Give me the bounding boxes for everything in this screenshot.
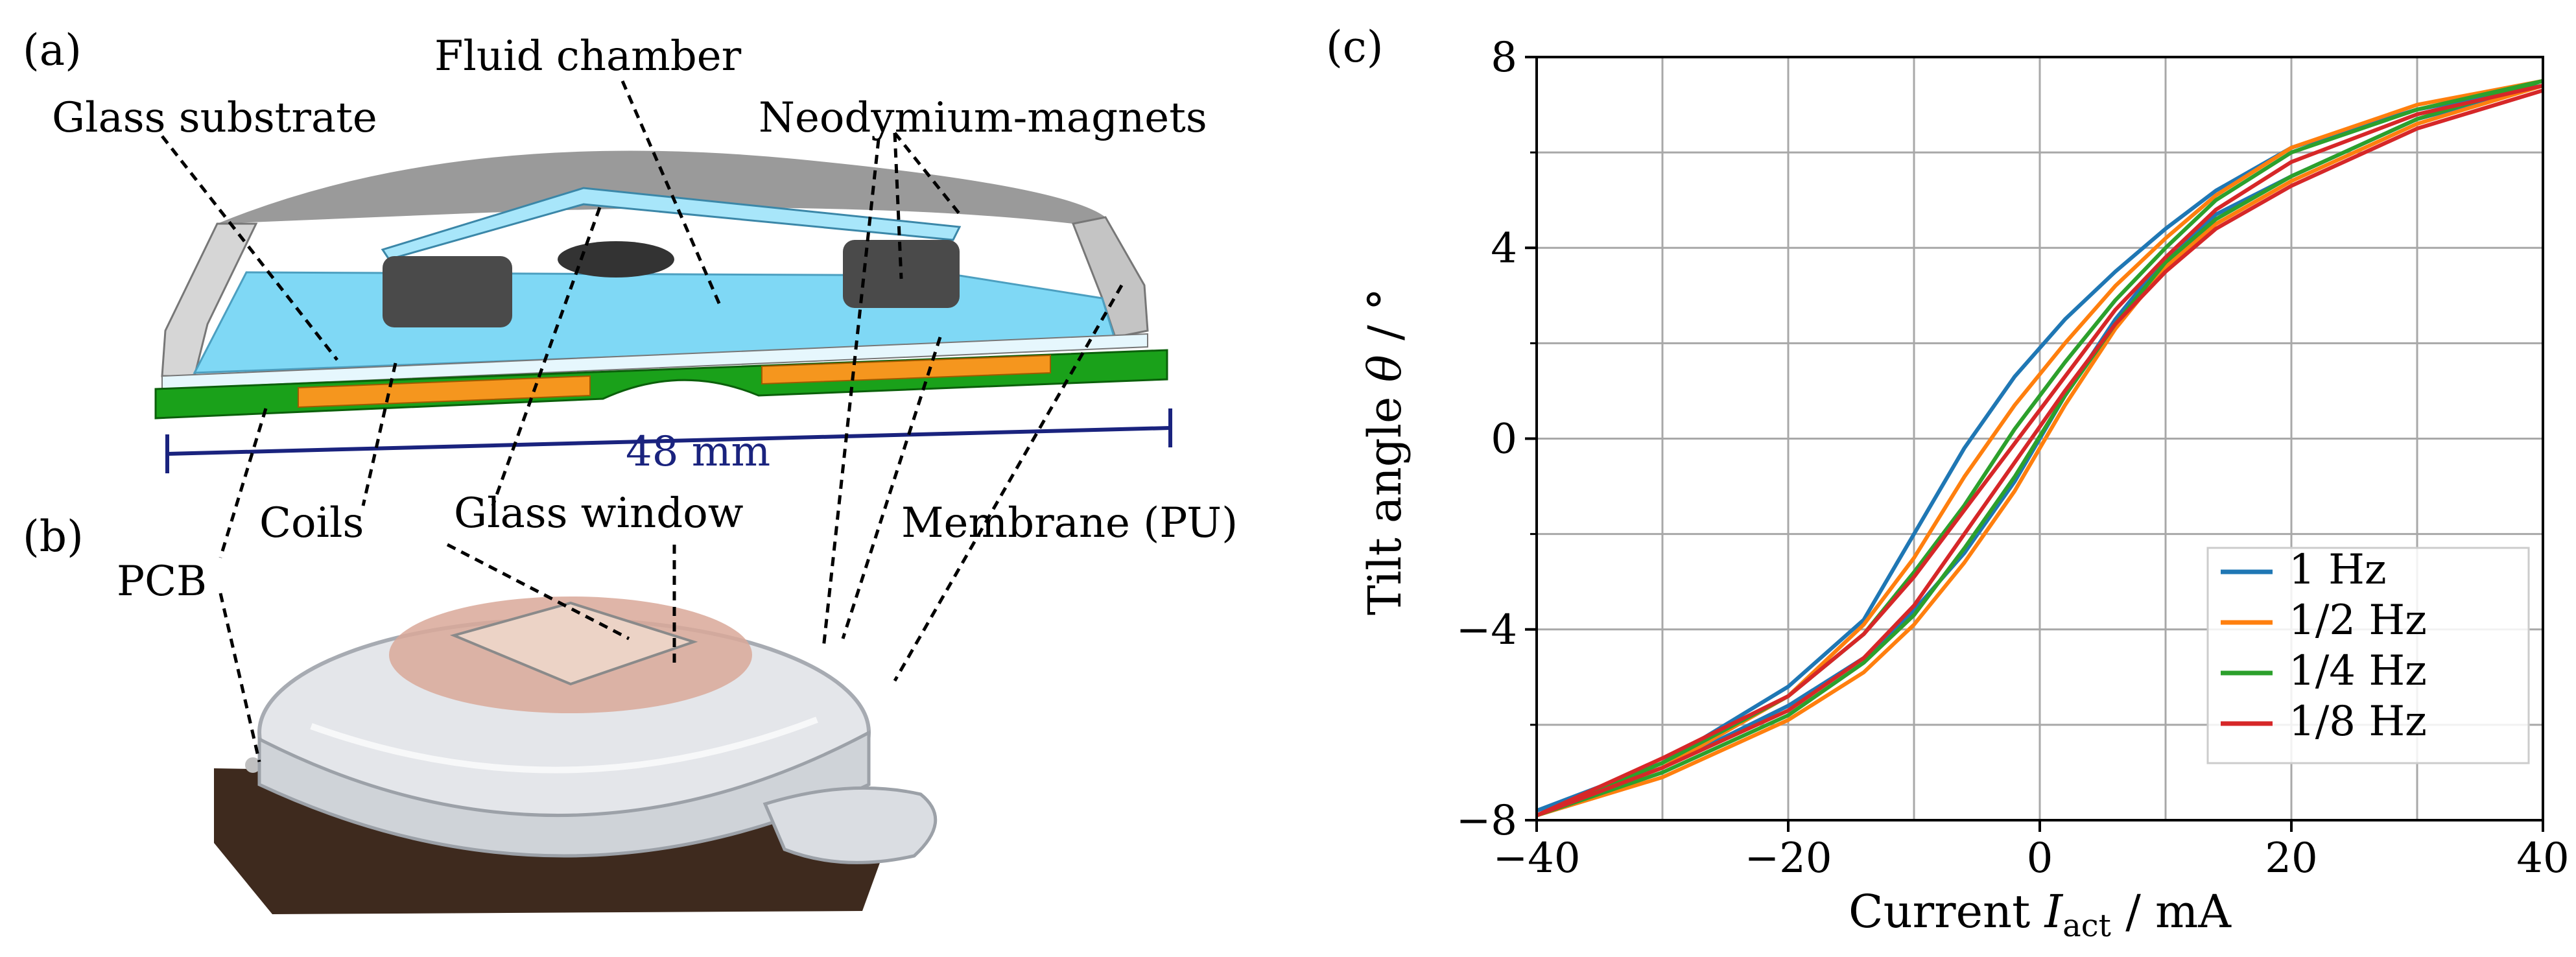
branch-ascending <box>1536 84 2544 818</box>
legend-label: 1 Hz <box>2289 546 2387 594</box>
panel-label-c: (c) <box>1326 22 1384 72</box>
cross-section-render <box>154 150 1168 419</box>
label-neodymium-magnets: Neodymium-magnets <box>759 94 1207 142</box>
legend-label: 1/8 Hz <box>2289 698 2427 746</box>
series-1-8-hz <box>1535 84 2544 818</box>
leader-lines <box>161 80 1124 762</box>
photo-window <box>449 601 698 686</box>
housing-back-rim <box>217 150 1105 224</box>
label-glass-substrate: Glass substrate <box>52 94 377 142</box>
x-axis-label: Current Iact / mA <box>1849 885 2232 944</box>
glass-substrate-shape <box>161 333 1148 390</box>
coil-right <box>761 354 1051 385</box>
coil-left <box>298 375 591 408</box>
chart-legend: 1 Hz1/2 Hz1/4 Hz1/8 Hz <box>2206 546 2530 764</box>
label-pcb: PCB <box>117 558 207 606</box>
branch-descending <box>1535 84 2544 818</box>
label-fluid-chamber: Fluid chamber <box>434 32 742 80</box>
device-photo <box>214 597 938 914</box>
branch-ascending <box>1535 88 2544 818</box>
branch-ascending <box>1536 78 2544 818</box>
device-illustration <box>154 80 1172 914</box>
label-glass-window: Glass window <box>454 490 744 538</box>
x-tick-label: −20 <box>1744 834 1832 882</box>
label-membrane: Membrane (PU) <box>901 499 1238 547</box>
x-tick-label: 40 <box>2516 834 2569 882</box>
legend-box <box>2206 547 2530 764</box>
legend-label: 1/4 Hz <box>2289 647 2427 695</box>
y-tick-label: −8 <box>1456 797 1517 845</box>
photo-pin-left <box>245 757 261 773</box>
panel-label-a: (a) <box>23 25 82 75</box>
panel-label-b: (b) <box>23 512 84 561</box>
x-tick-label: 20 <box>2265 834 2317 882</box>
dimension-line <box>165 408 1172 473</box>
chart-series <box>1535 78 2544 818</box>
x-tick-label: 0 <box>2027 834 2053 882</box>
center-magnet <box>558 241 674 278</box>
y-tick-label: −4 <box>1456 606 1517 654</box>
y-tick-label: 8 <box>1491 34 1517 82</box>
x-tick-label: −40 <box>1493 834 1580 882</box>
y-tick-label: 4 <box>1491 224 1517 272</box>
photo-highlight <box>310 716 818 774</box>
photo-tab <box>762 786 938 864</box>
legend-label: 1/2 Hz <box>2289 597 2427 644</box>
photo-housing-side <box>257 729 871 858</box>
label-coils: Coils <box>259 499 364 547</box>
label-dimension: 48 mm <box>626 428 771 476</box>
magnet-left <box>383 256 512 327</box>
y-tick-label: 0 <box>1491 416 1517 464</box>
y-axis-label: Tilt angle θ / ° <box>1358 288 1412 615</box>
